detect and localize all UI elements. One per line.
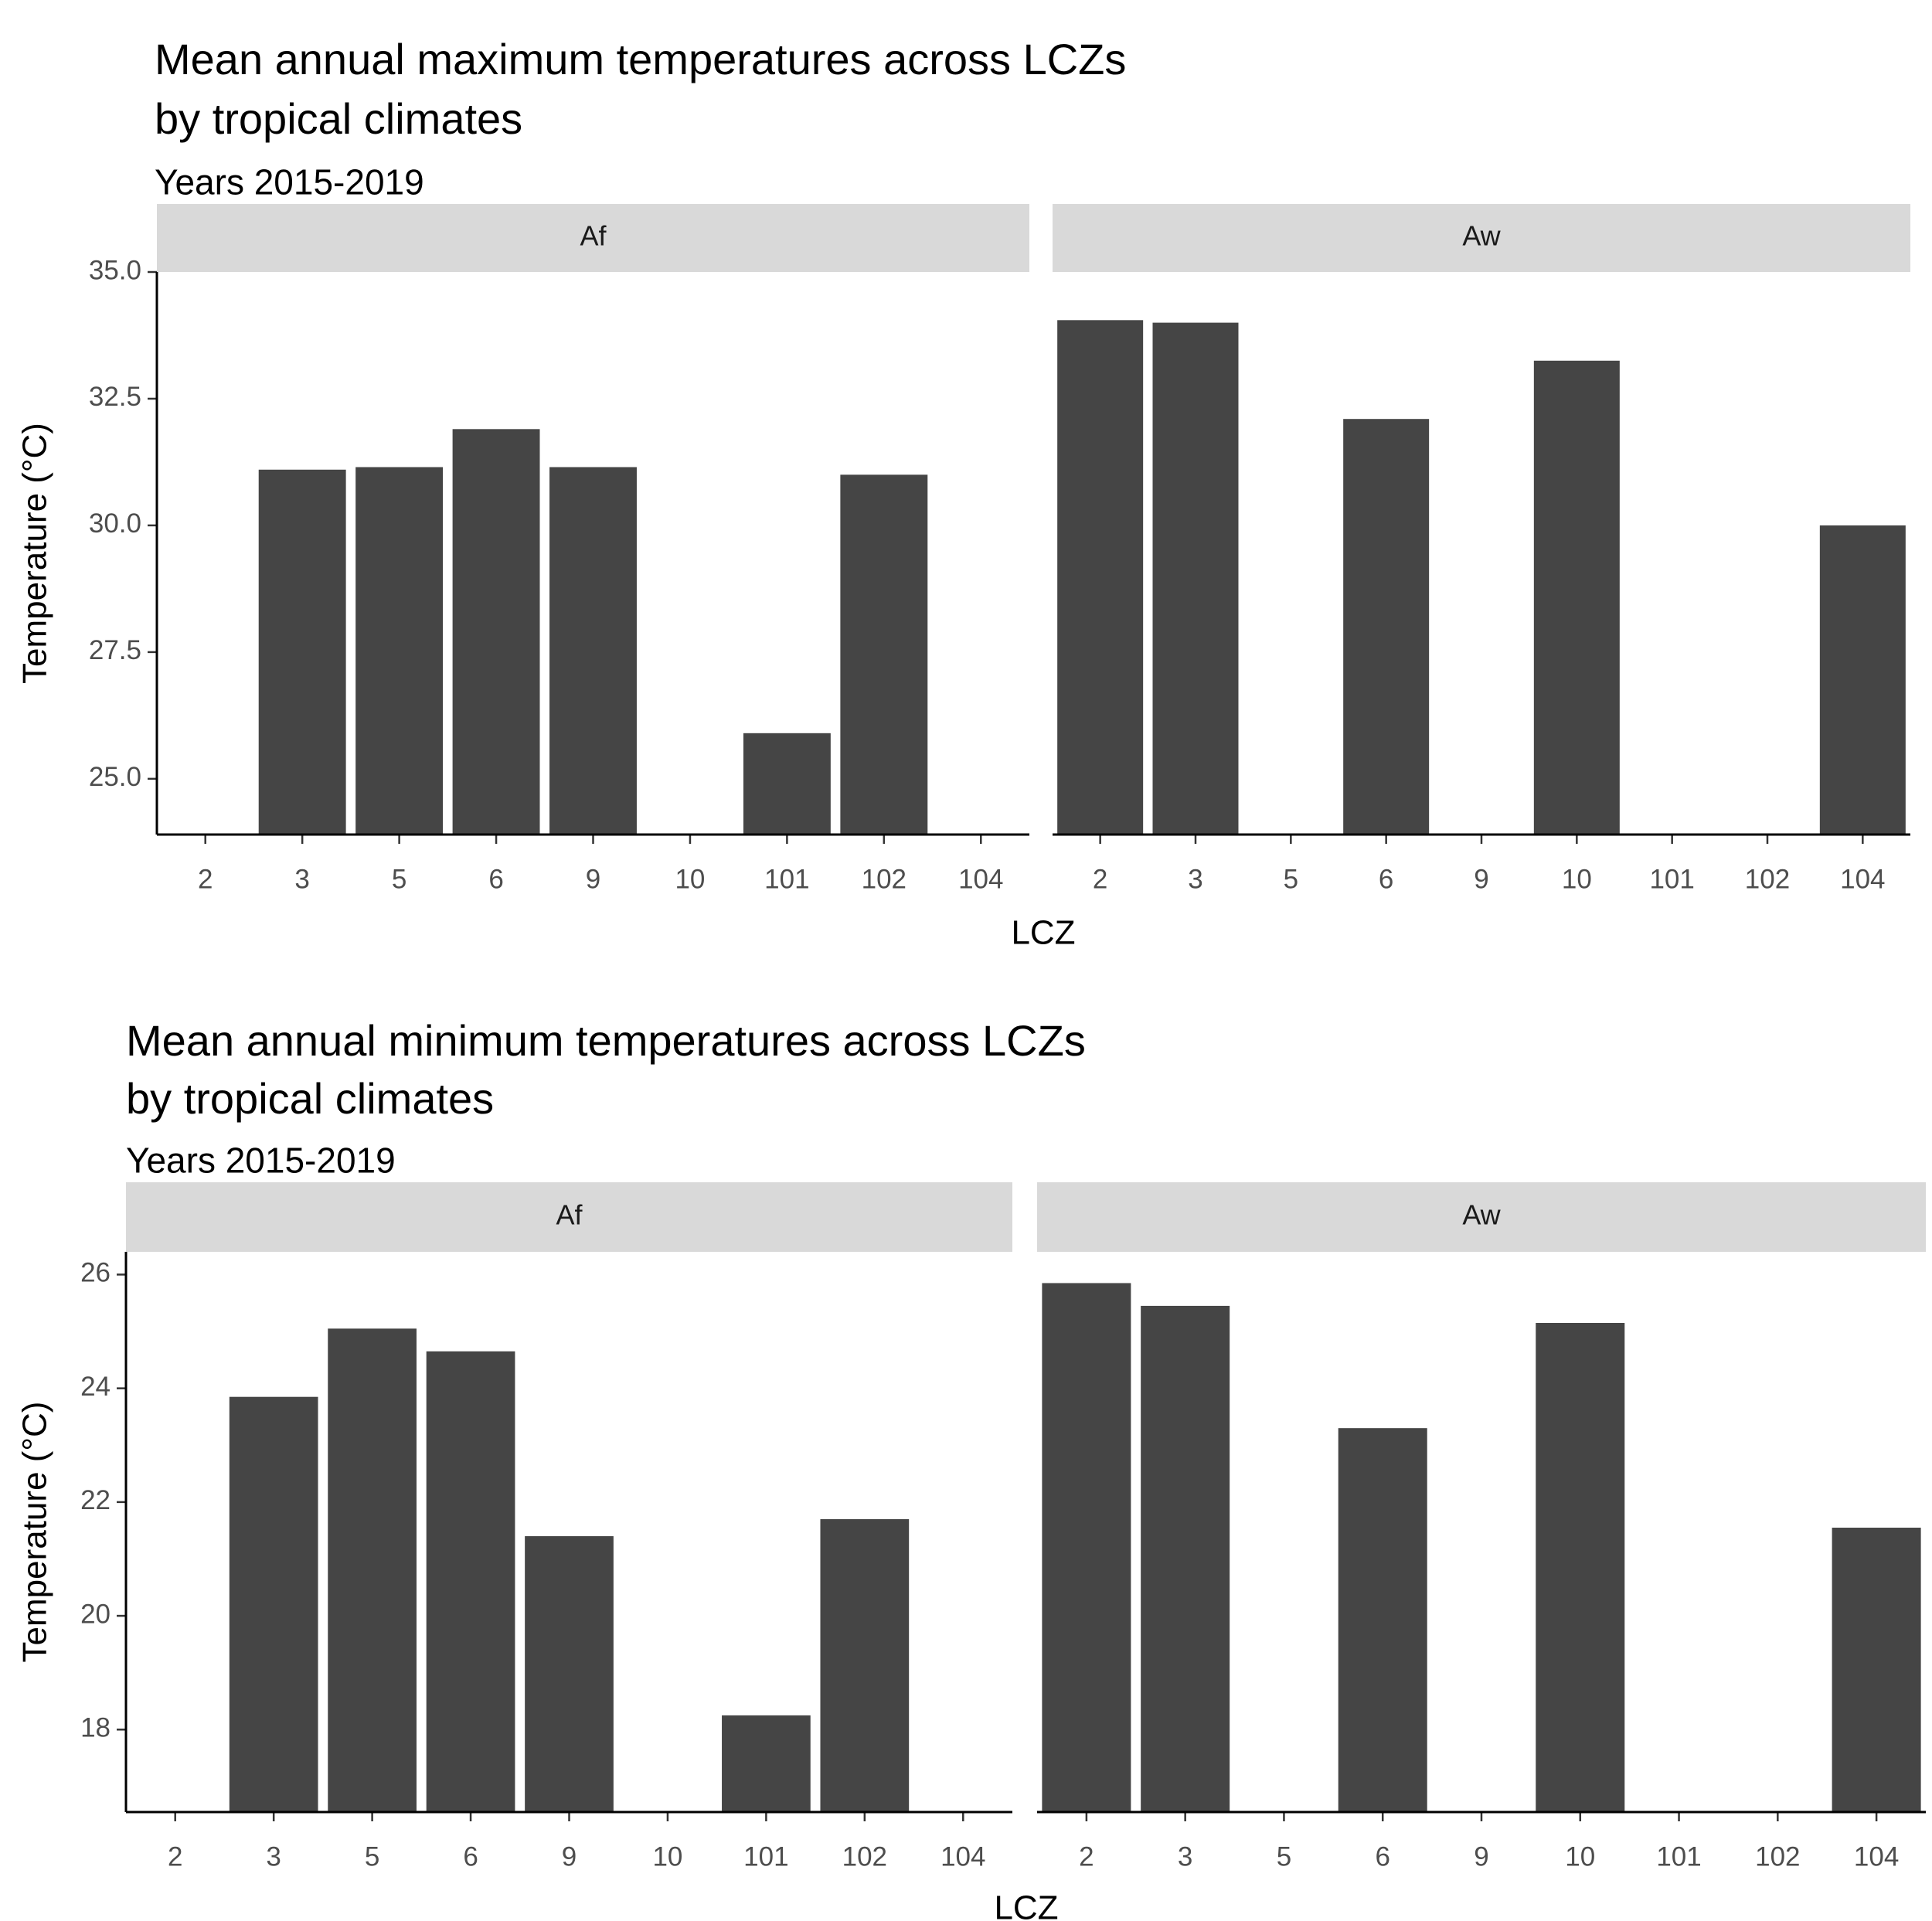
x-tick-label: 5 <box>1284 864 1298 894</box>
x-tick-label: 9 <box>562 1841 577 1872</box>
bar-af-lcz-5 <box>355 467 444 835</box>
bar-af-lcz-6 <box>452 429 540 835</box>
x-tick-label: 5 <box>392 864 406 894</box>
facet-strip-label: Aw <box>1462 1199 1501 1231</box>
x-tick-label: 102 <box>1755 1841 1800 1872</box>
bar-aw-lcz-104 <box>1819 525 1906 835</box>
x-tick-label: 104 <box>1840 864 1885 894</box>
x-tick-label: 102 <box>842 1841 887 1872</box>
x-axis-title: LCZ <box>1011 914 1075 952</box>
x-tick-label: 2 <box>1093 864 1107 894</box>
x-tick-label: 9 <box>1474 1841 1488 1872</box>
bar-aw-lcz-10 <box>1533 360 1620 835</box>
x-tick-label: 101 <box>1649 864 1694 894</box>
facet-panel-af: Af 2 3 5 6 9 10 101 102 104 <box>124 1182 1012 1872</box>
x-tick-label: 101 <box>1656 1841 1701 1872</box>
x-tick-label: 10 <box>1565 1841 1595 1872</box>
facet-panel-aw: Aw 2 3 5 6 9 10 101 102 104 <box>1037 1182 1926 1872</box>
y-tick-label: 25.0 <box>89 762 141 792</box>
facet-strip-label: Af <box>556 1199 583 1231</box>
y-tick-label: 27.5 <box>89 635 141 665</box>
chart-title: Mean annual maximum temperatures across … <box>155 35 1126 83</box>
bar-af-lcz-9 <box>525 1536 614 1812</box>
bar-af-lcz-6 <box>426 1351 515 1812</box>
x-tick-label: 6 <box>1379 864 1393 894</box>
bar-af-lcz-101 <box>722 1715 811 1812</box>
x-tick-label: 3 <box>266 1841 281 1872</box>
y-axis-title: Temperature (°C) <box>16 1402 54 1663</box>
x-tick-label: 6 <box>488 864 503 894</box>
x-tick-label: 104 <box>958 864 1003 894</box>
chart-1: Mean annual maximum temperatures across … <box>16 35 1910 952</box>
x-tick-label: 102 <box>1745 864 1790 894</box>
y-tick-label: 26 <box>80 1258 111 1288</box>
bar-af-lcz-102 <box>840 474 928 835</box>
facet-strip <box>1037 1182 1926 1252</box>
x-tick-label: 6 <box>463 1841 478 1872</box>
bar-af-lcz-3 <box>229 1396 318 1812</box>
bar-af-lcz-3 <box>258 469 346 835</box>
facet-strip <box>1053 204 1910 272</box>
facet-strip-label: Aw <box>1462 220 1501 252</box>
chart-title-line2: by tropical climates <box>155 94 522 143</box>
chart-title: Mean annual minimum temperatures across … <box>126 1016 1086 1065</box>
bar-aw-lcz-2 <box>1057 320 1144 835</box>
y-axis-title: Temperature (°C) <box>16 423 54 684</box>
x-tick-label: 2 <box>198 864 213 894</box>
chart-title-line2: by tropical climates <box>126 1074 494 1123</box>
facet-panel-aw: Aw 2 3 5 6 9 10 101 102 104 <box>1053 204 1910 894</box>
x-tick-label: 6 <box>1375 1841 1389 1872</box>
facet-strip-label: Af <box>580 220 607 252</box>
y-tick-label: 20 <box>80 1599 111 1629</box>
bar-aw-lcz-6 <box>1338 1428 1427 1812</box>
bar-aw-lcz-6 <box>1343 419 1430 835</box>
x-tick-label: 3 <box>1178 1841 1192 1872</box>
x-tick-label: 2 <box>1079 1841 1094 1872</box>
bar-aw-lcz-3 <box>1141 1305 1230 1812</box>
bar-af-lcz-9 <box>549 467 637 835</box>
bar-af-lcz-102 <box>820 1518 910 1812</box>
bar-af-lcz-5 <box>328 1328 417 1812</box>
x-tick-label: 104 <box>1854 1841 1899 1872</box>
bar-aw-lcz-104 <box>1832 1527 1921 1812</box>
bar-aw-lcz-3 <box>1152 322 1239 835</box>
y-tick-label: 24 <box>80 1372 111 1402</box>
x-tick-label: 102 <box>862 864 906 894</box>
y-tick-label: 30.0 <box>89 508 141 539</box>
y-tick-label: 22 <box>80 1485 111 1515</box>
y-tick-label: 32.5 <box>89 382 141 412</box>
chart-subtitle: Years 2015-2019 <box>155 162 424 202</box>
x-tick-label: 2 <box>168 1841 182 1872</box>
x-tick-label: 10 <box>675 864 705 894</box>
x-tick-label: 9 <box>1474 864 1488 894</box>
bar-af-lcz-101 <box>743 733 831 835</box>
y-tick-label: 35.0 <box>89 255 141 285</box>
x-axis-title: LCZ <box>994 1889 1058 1921</box>
y-tick-label: 18 <box>80 1713 111 1743</box>
bar-aw-lcz-10 <box>1536 1323 1625 1812</box>
facet-panel-af: Af 2 3 5 6 9 10 101 102 104 <box>155 204 1029 894</box>
facet-strip <box>126 1182 1012 1252</box>
chart-2: Mean annual minimum temperatures across … <box>16 1016 1926 1921</box>
x-tick-label: 3 <box>294 864 309 894</box>
chart-subtitle: Years 2015-2019 <box>126 1141 396 1181</box>
x-tick-label: 101 <box>764 864 809 894</box>
x-tick-label: 10 <box>1562 864 1592 894</box>
x-tick-label: 5 <box>365 1841 379 1872</box>
x-tick-label: 104 <box>940 1841 985 1872</box>
x-tick-label: 3 <box>1188 864 1202 894</box>
facet-strip <box>157 204 1029 272</box>
x-tick-label: 9 <box>586 864 600 894</box>
x-tick-label: 10 <box>652 1841 682 1872</box>
x-tick-label: 5 <box>1277 1841 1291 1872</box>
x-tick-label: 101 <box>743 1841 788 1872</box>
bar-aw-lcz-2 <box>1042 1283 1131 1812</box>
